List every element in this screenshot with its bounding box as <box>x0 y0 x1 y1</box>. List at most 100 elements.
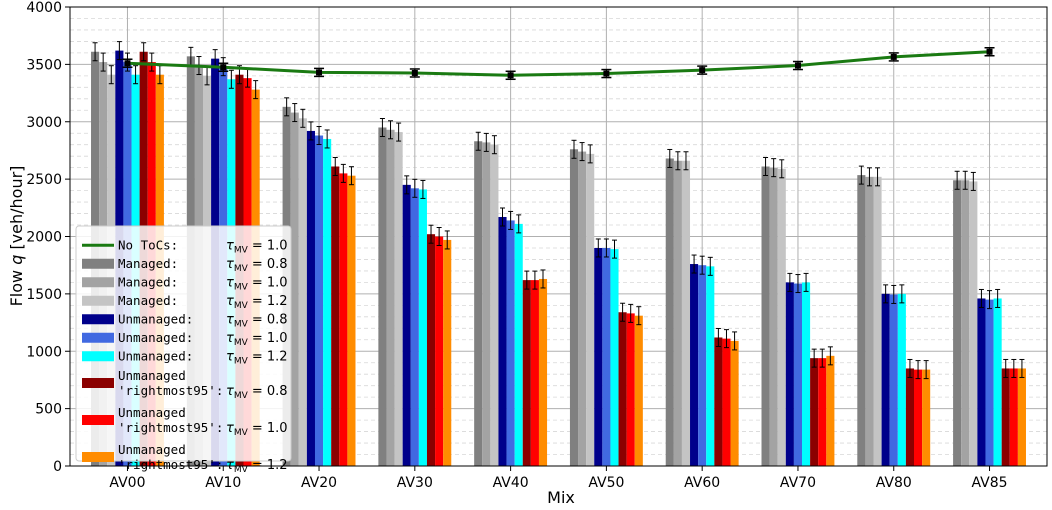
line-point <box>220 64 227 71</box>
x-tick-label: AV80 <box>876 475 912 491</box>
bar <box>378 127 387 467</box>
bar <box>410 188 419 466</box>
legend-label: Managed: <box>118 274 178 289</box>
bar <box>873 176 882 466</box>
bar <box>474 141 483 466</box>
legend-tau: τMV = 1.0 <box>226 331 288 348</box>
line-point <box>411 69 418 76</box>
line-layer <box>122 47 995 81</box>
legend-label: No ToCs: <box>118 237 178 252</box>
bar <box>626 313 635 466</box>
bar <box>722 338 731 466</box>
bar <box>777 168 786 467</box>
bar <box>761 166 770 466</box>
line-point <box>124 60 131 67</box>
bar <box>881 293 890 467</box>
x-tick-label: AV20 <box>301 475 337 491</box>
bar <box>538 278 548 466</box>
legend-tau: τMV = 0.8 <box>226 384 288 401</box>
bar <box>793 283 803 466</box>
bar <box>730 340 739 466</box>
line-point <box>316 69 323 76</box>
bar <box>347 175 356 466</box>
legend-label: Unmanaged: <box>118 348 193 363</box>
bar <box>530 280 539 466</box>
bar <box>889 294 898 466</box>
x-tick-label: AV50 <box>588 475 624 491</box>
legend: No ToCs: τMV = 1.0 Managed: τMV = 0.8 Manage… <box>75 225 292 475</box>
y-tick-label: 4000 <box>26 0 62 16</box>
legend-label: Unmanaged <box>118 442 186 457</box>
x-tick-label: AV10 <box>205 475 241 491</box>
bar <box>914 369 923 466</box>
bar <box>618 312 627 466</box>
line-point <box>986 48 993 55</box>
legend-label: 'rightmost95': <box>118 383 223 398</box>
bar <box>681 160 691 466</box>
legend-label: Unmanaged: <box>118 311 193 326</box>
bar <box>1009 368 1018 466</box>
bar <box>673 160 682 466</box>
bar <box>506 220 515 466</box>
bar <box>785 282 794 466</box>
bar <box>514 223 523 466</box>
bar <box>969 181 978 467</box>
y-axis-title: Flow q [veh/hour] <box>7 166 26 307</box>
legend-label: Unmanaged <box>118 368 186 383</box>
bar <box>482 142 491 466</box>
bar <box>602 247 611 466</box>
legend-label: Managed: <box>118 256 178 271</box>
bar <box>961 180 970 466</box>
legend-tau: τMV = 1.2 <box>226 458 288 475</box>
bar <box>922 369 931 466</box>
legend-tau: τMV = 1.0 <box>226 421 288 438</box>
bar <box>522 280 531 466</box>
legend-tau: τMV = 1.2 <box>226 349 288 366</box>
bar <box>331 166 340 466</box>
line-point <box>603 70 610 77</box>
legend-tau: τMV = 0.8 <box>226 312 288 329</box>
axes-layer: 0 500 1000 1500 2000 2500 3000 3500 4000 AV00 AV10… <box>26 0 1048 491</box>
bar <box>418 189 427 466</box>
bar <box>802 282 811 466</box>
legend-swatch <box>82 378 114 388</box>
bar <box>665 158 674 466</box>
bar <box>698 265 707 466</box>
y-tick-label: 500 <box>35 402 62 418</box>
legend-tau: τMV = 1.0 <box>226 275 288 292</box>
legend-swatch <box>82 415 114 425</box>
y-tick-label: 3500 <box>26 57 62 73</box>
bar <box>490 144 499 466</box>
bar <box>339 173 348 466</box>
bar <box>290 112 299 466</box>
bar <box>985 299 994 466</box>
bar <box>386 129 395 466</box>
bar <box>993 298 1002 466</box>
legend-swatch <box>82 314 114 325</box>
bar <box>435 236 444 466</box>
bar <box>402 184 411 467</box>
legend-label: Unmanaged <box>118 405 186 420</box>
x-tick-label: AV60 <box>684 475 720 491</box>
legend-swatch <box>82 452 114 462</box>
y-tick-label: 0 <box>53 459 62 475</box>
y-tick-label: 1000 <box>26 344 62 360</box>
legend-label: 'rightmost95': <box>118 457 223 472</box>
bar <box>394 132 403 466</box>
bar <box>769 167 778 466</box>
x-tick-label: AV70 <box>780 475 816 491</box>
x-tick-label: AV30 <box>397 475 433 491</box>
bar <box>1017 368 1026 466</box>
x-tick-label: AV85 <box>971 475 1007 491</box>
x-tick-label: AV40 <box>493 475 529 491</box>
bar <box>706 266 715 466</box>
bar <box>578 151 587 466</box>
bar <box>323 138 332 466</box>
no-tocs-line <box>127 50 990 77</box>
bar <box>298 118 307 466</box>
y-tick-label: 2000 <box>26 230 62 246</box>
legend-tau: τMV = 1.0 <box>226 238 288 255</box>
bar <box>977 298 986 466</box>
bar <box>306 130 315 466</box>
